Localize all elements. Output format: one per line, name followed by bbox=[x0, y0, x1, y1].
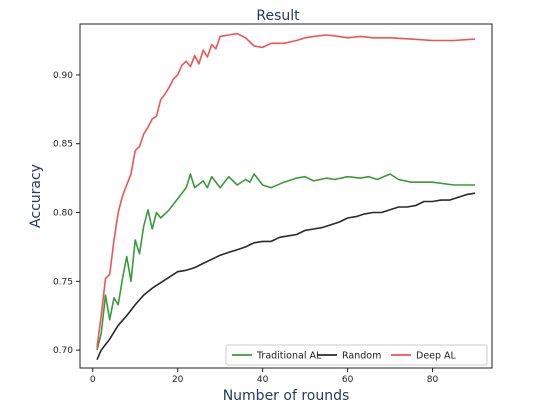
y-axis: 0.70 0.75 0.80 0.85 0.90 bbox=[53, 71, 80, 356]
y-tick-label: 0.75 bbox=[53, 277, 73, 287]
series-layer bbox=[96, 32, 476, 361]
plot-frame bbox=[79, 23, 493, 369]
y-tick-label: 0.85 bbox=[53, 140, 73, 150]
series-line-deep-al bbox=[96, 32, 476, 348]
x-tick-label: 0 bbox=[90, 375, 96, 385]
legend-label-random: Random bbox=[342, 351, 381, 362]
legend-label-deep-al: Deep AL bbox=[416, 351, 457, 362]
chart-title: Result bbox=[256, 8, 300, 24]
x-axis-label: Number of rounds bbox=[223, 388, 350, 404]
x-tick-label: 20 bbox=[172, 375, 184, 385]
y-tick-label: 0.90 bbox=[53, 71, 73, 81]
legend-label-traditional-al: Traditional AL bbox=[256, 351, 322, 362]
x-tick-label: 40 bbox=[257, 375, 269, 385]
y-axis-label: Accuracy bbox=[28, 164, 44, 228]
legend: Traditional AL Random Deep AL bbox=[225, 344, 488, 366]
x-axis: 0 20 40 60 80 bbox=[90, 368, 439, 385]
series-line-random bbox=[96, 192, 476, 361]
y-tick-label: 0.80 bbox=[53, 209, 73, 219]
legend-box bbox=[225, 344, 488, 366]
series-line-traditional-al bbox=[96, 173, 475, 351]
x-tick-label: 60 bbox=[342, 375, 354, 385]
x-tick-label: 80 bbox=[427, 375, 439, 385]
y-tick-label: 0.70 bbox=[53, 346, 73, 356]
